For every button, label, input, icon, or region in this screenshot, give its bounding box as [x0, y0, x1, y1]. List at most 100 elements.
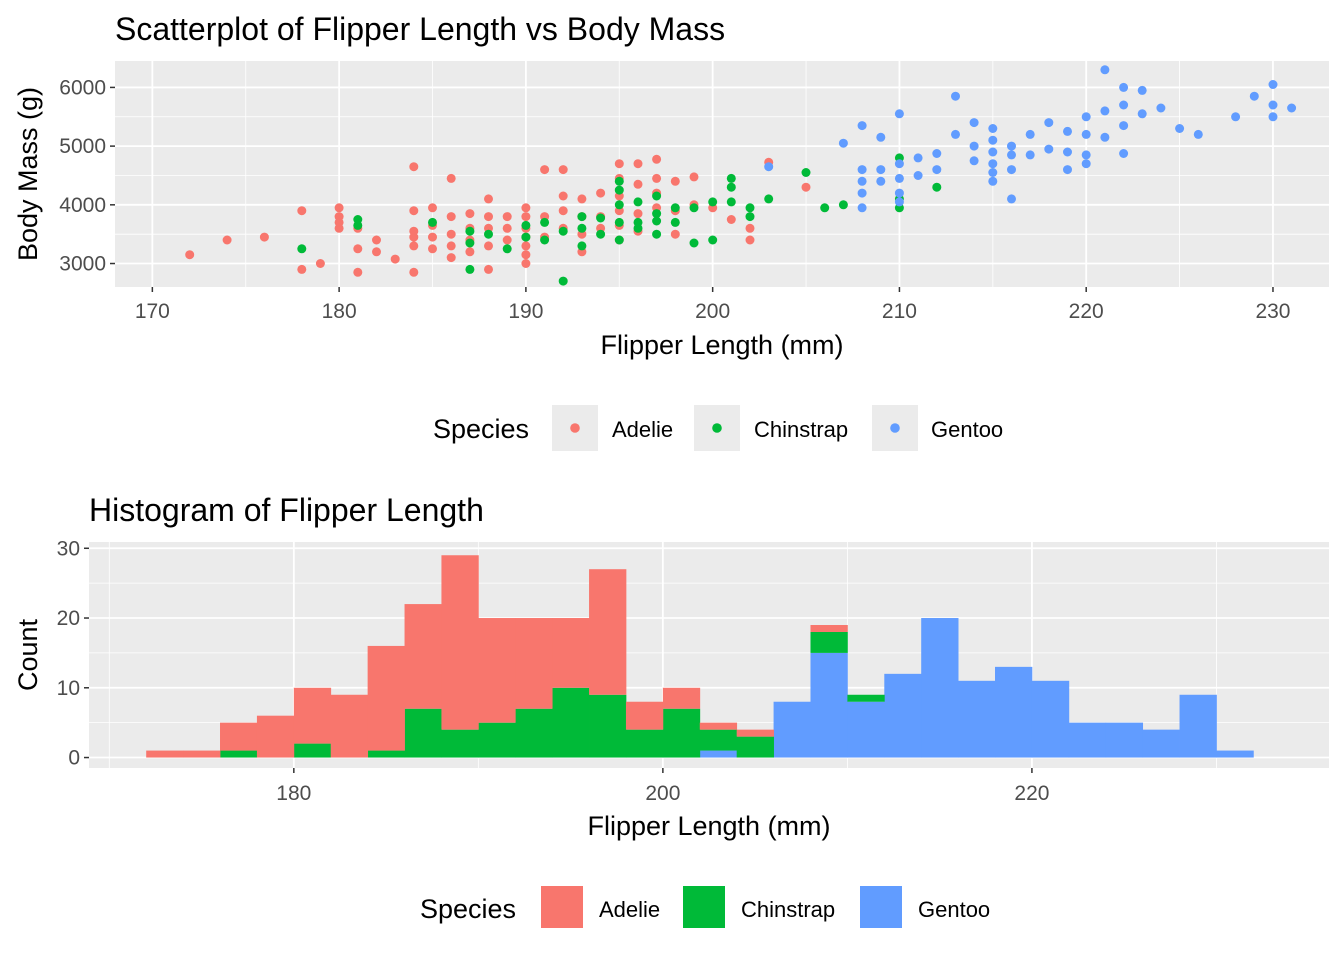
scatter-point: [1137, 85, 1147, 95]
scatter-x-tick-label: 180: [322, 300, 357, 323]
scatter-point: [745, 223, 755, 233]
scatter-point: [689, 238, 699, 248]
scatter-point: [334, 203, 344, 213]
scatter-point: [670, 203, 680, 213]
histogram-bar: [662, 687, 701, 709]
scatter-y-axis: 3000 4000 5000 6000: [59, 76, 115, 276]
scatter-point: [1007, 150, 1016, 160]
scatter-y-tick-label: 5000: [59, 135, 106, 158]
scatter-point: [876, 132, 886, 142]
histogram-bar: [995, 666, 1033, 758]
scatter-point: [857, 121, 867, 131]
scatter-point: [409, 162, 419, 172]
scatter-point: [558, 226, 568, 236]
histogram-series-chinstrap: [220, 631, 885, 758]
scatter-chart: Scatterplot of Flipper Length vs Body Ma…: [13, 11, 1329, 451]
histogram-bar: [810, 625, 848, 632]
histogram-bar: [810, 631, 848, 653]
scatter-point: [857, 203, 867, 213]
histogram-bar: [1105, 722, 1144, 758]
scatter-point: [1137, 109, 1147, 119]
scatter-point: [1100, 106, 1110, 116]
histogram-x-tick-label: 180: [276, 782, 311, 805]
scatter-point: [297, 244, 307, 254]
scatter-point: [1268, 80, 1278, 89]
scatter-point: [1063, 165, 1072, 175]
scatter-point: [596, 229, 606, 239]
histogram-bar: [404, 708, 442, 758]
histogram-bar: [589, 694, 627, 758]
histogram-bar: [220, 722, 258, 751]
scatter-point: [876, 165, 886, 175]
scatter-point: [857, 188, 867, 198]
scatter-legend-label-chinstrap: Chinstrap: [754, 417, 848, 442]
histogram-x-axis: 180 200 220: [276, 768, 1049, 805]
scatter-point: [465, 209, 475, 219]
scatter-point: [726, 182, 736, 192]
histogram-series-adelie: [146, 555, 848, 758]
scatter-point: [297, 264, 307, 274]
histogram-bar: [1031, 680, 1070, 758]
scatter-point: [1081, 150, 1091, 160]
scatter-point: [726, 173, 736, 183]
scatter-point: [1063, 147, 1072, 157]
scatter-x-tick-label: 220: [1069, 300, 1104, 323]
histogram-legend-key-adelie: [541, 886, 583, 928]
scatter-point: [614, 217, 624, 227]
scatter-point: [708, 197, 718, 207]
histogram-x-axis-title: Flipper Length (mm): [587, 811, 830, 841]
histogram-bar: [367, 645, 405, 751]
scatter-x-tick-label: 200: [695, 300, 730, 323]
histogram-legend-key-gentoo: [860, 886, 902, 928]
scatter-point: [614, 159, 624, 169]
scatter-x-tick-label: 230: [1255, 300, 1290, 323]
scatter-point: [409, 267, 419, 277]
scatter-point: [745, 203, 755, 213]
scatter-point: [951, 129, 960, 139]
histogram-bar: [552, 687, 590, 758]
scatter-point: [932, 149, 942, 158]
scatter-point: [1268, 100, 1278, 110]
scatter-point: [484, 229, 493, 239]
scatter-point: [1007, 141, 1016, 151]
scatter-point: [596, 188, 606, 198]
scatter-point: [838, 138, 848, 148]
scatter-point: [745, 212, 755, 222]
scatter-point: [726, 215, 736, 224]
scatter-point: [633, 223, 643, 233]
scatter-point: [670, 176, 680, 186]
histogram-bar: [1142, 729, 1180, 758]
histogram-bar: [1216, 750, 1254, 758]
scatter-x-axis: 170 180 190 200 210 220 230: [135, 287, 1290, 323]
histogram-bar: [662, 708, 701, 758]
scatter-point: [502, 212, 512, 222]
scatter-point: [894, 188, 904, 198]
histogram-legend: Species Adelie Chinstrap Gentoo: [420, 886, 990, 928]
histogram-bar: [293, 687, 332, 744]
scatter-point: [297, 206, 307, 216]
scatter-legend-item-adelie: Adelie: [552, 405, 673, 451]
histogram-bar: [478, 722, 516, 758]
scatter-point: [502, 244, 512, 254]
scatter-legend-label-gentoo: Gentoo: [931, 417, 1003, 442]
scatter-legend-item-gentoo: Gentoo: [872, 405, 1003, 451]
scatter-point: [1044, 144, 1054, 154]
histogram-bar: [625, 729, 664, 758]
histogram-y-tick-label: 0: [68, 747, 80, 770]
histogram-bar: [958, 680, 996, 758]
histogram-bar: [293, 743, 332, 758]
histogram-bar: [441, 729, 479, 758]
scatter-point: [259, 232, 269, 242]
histogram-bar: [736, 729, 774, 737]
scatter-point: [428, 203, 437, 213]
scatter-series-gentoo: [764, 65, 1297, 213]
scatter-point: [558, 276, 568, 286]
scatter-point: [1156, 103, 1166, 113]
histogram-title: Histogram of Flipper Length: [89, 492, 484, 528]
scatter-point: [652, 173, 662, 183]
scatter-point: [988, 168, 998, 177]
histogram-bar: [404, 604, 442, 709]
histogram-bar: [515, 618, 553, 709]
scatter-point: [446, 229, 456, 239]
scatter-point: [670, 229, 680, 239]
